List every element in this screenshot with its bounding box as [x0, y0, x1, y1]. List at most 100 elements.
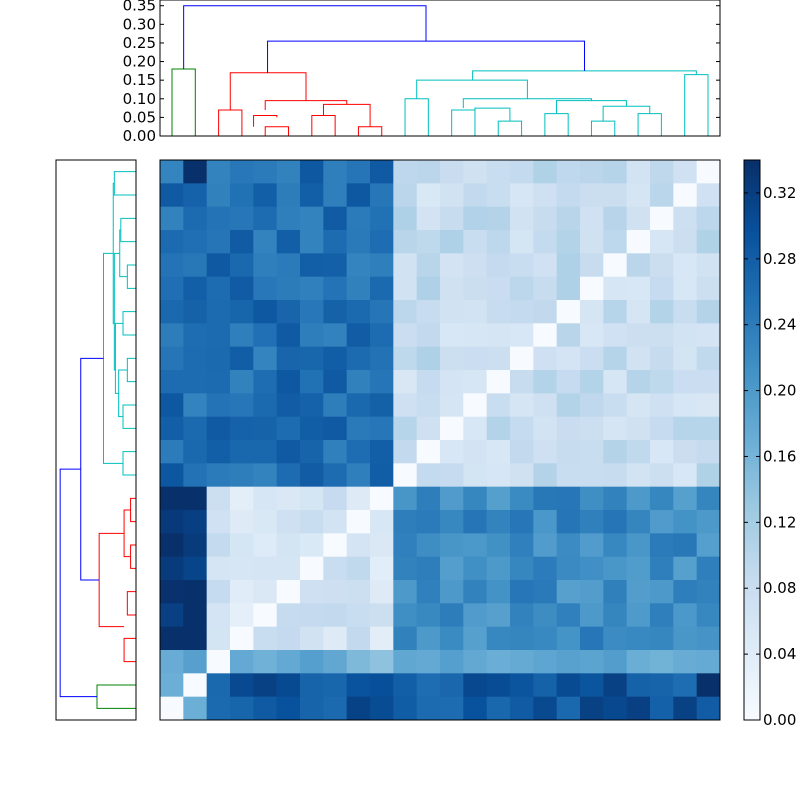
colorbar-segment [744, 504, 760, 509]
heatmap-cell [556, 230, 581, 254]
heatmap-cell [276, 416, 301, 441]
heatmap-cell [603, 696, 628, 721]
dendrogram-link [416, 79, 528, 99]
heatmap-cell [206, 416, 231, 441]
heatmap-cell [253, 673, 278, 698]
dendrogram-link [637, 113, 662, 136]
heatmap-cell [463, 160, 488, 184]
heatmap-cell [346, 486, 371, 511]
heatmap-cell [626, 323, 651, 348]
colorbar-segment [744, 652, 760, 657]
colorbar-tick-label: 0.32 [763, 184, 796, 202]
heatmap-cell [463, 533, 488, 558]
heatmap-cell [696, 416, 721, 441]
colorbar-segment [744, 592, 760, 597]
heatmap-cell [440, 230, 464, 254]
heatmap-cell [463, 253, 488, 278]
dendrogram-link [451, 109, 476, 136]
heatmap-cell [323, 603, 348, 628]
dendrogram-link [118, 369, 128, 418]
heatmap-cell [393, 556, 418, 581]
heatmap-cell [323, 206, 348, 231]
heatmap-cell [580, 696, 604, 721]
heatmap-cell [463, 393, 488, 418]
colorbar-segment [744, 296, 760, 301]
heatmap-cell [416, 206, 441, 231]
heatmap-cell [650, 416, 674, 441]
colorbar-segment [744, 492, 760, 497]
heatmap-cell [300, 673, 324, 698]
heatmap-cell [510, 510, 534, 534]
heatmap-cell [696, 580, 721, 604]
heatmap-cell [650, 206, 674, 231]
colorbar-segment [744, 636, 760, 641]
heatmap-cell [650, 650, 674, 674]
heatmap-cell [580, 253, 604, 278]
colorbar-segment [744, 332, 760, 337]
heatmap-cell [323, 650, 348, 674]
heatmap-cell [533, 626, 558, 651]
heatmap-cell [416, 393, 441, 418]
heatmap-cell [183, 533, 208, 558]
heatmap-cell [510, 673, 534, 698]
heatmap-cell [346, 276, 371, 301]
colorbar-segment [744, 616, 760, 621]
heatmap-cell [696, 463, 721, 488]
heatmap-cell [370, 650, 394, 674]
heatmap-cell [393, 183, 418, 208]
colorbar-segment [744, 484, 760, 489]
heatmap-cell [580, 300, 604, 324]
colorbar-segment [744, 596, 760, 601]
heatmap-cell [230, 183, 254, 208]
heatmap-cell [393, 580, 418, 604]
colorbar-frame [743, 159, 761, 721]
heatmap-cell [556, 603, 581, 628]
heatmap-cell [603, 230, 628, 254]
heatmap-cell [626, 183, 651, 208]
colorbar-segment [744, 712, 760, 717]
heatmap-cell [416, 696, 441, 721]
heatmap-cell [440, 696, 464, 721]
colorbar-segment [744, 512, 760, 517]
heatmap-cell [510, 696, 534, 721]
heatmap-cell [370, 440, 394, 464]
heatmap-cell [696, 346, 721, 371]
heatmap-cell [230, 160, 254, 184]
heatmap-cell [603, 416, 628, 441]
heatmap-cell [603, 673, 628, 698]
heatmap-cell [416, 440, 441, 464]
colorbar-segment [744, 276, 760, 281]
colorbar-tick-label: 0.16 [763, 447, 796, 465]
colorbar-segment [744, 488, 760, 493]
heatmap-cell [580, 603, 604, 628]
heatmap-cell [533, 183, 558, 208]
heatmap-cell [696, 533, 721, 558]
heatmap-cell [603, 510, 628, 534]
colorbar-segment [744, 632, 760, 637]
heatmap-cell [650, 603, 674, 628]
heatmap-cell [416, 346, 441, 371]
heatmap-cell [346, 440, 371, 464]
heatmap-cell [206, 276, 231, 301]
top-dendrogram: 0.000.050.100.150.200.250.300.35 [123, 0, 721, 145]
heatmap-cell [206, 486, 231, 511]
heatmap-cell [603, 206, 628, 231]
heatmap-cell [370, 183, 394, 208]
heatmap-cell [673, 253, 698, 278]
colorbar-segment [744, 176, 760, 181]
colorbar-segment [744, 328, 760, 333]
heatmap-cell [463, 556, 488, 581]
colorbar-segment [744, 560, 760, 565]
colorbar-segment [744, 240, 760, 245]
colorbar-segment [744, 620, 760, 625]
heatmap-cell [463, 346, 488, 371]
heatmap-cell [276, 580, 301, 604]
heatmap-cell [603, 440, 628, 464]
heatmap-cell [533, 673, 558, 698]
heatmap-cell [556, 183, 581, 208]
colorbar-segment [744, 420, 760, 425]
heatmap-cell [696, 486, 721, 511]
dendrogram-link [113, 171, 136, 196]
heatmap-cell [393, 486, 418, 511]
heatmap-cell [300, 276, 324, 301]
